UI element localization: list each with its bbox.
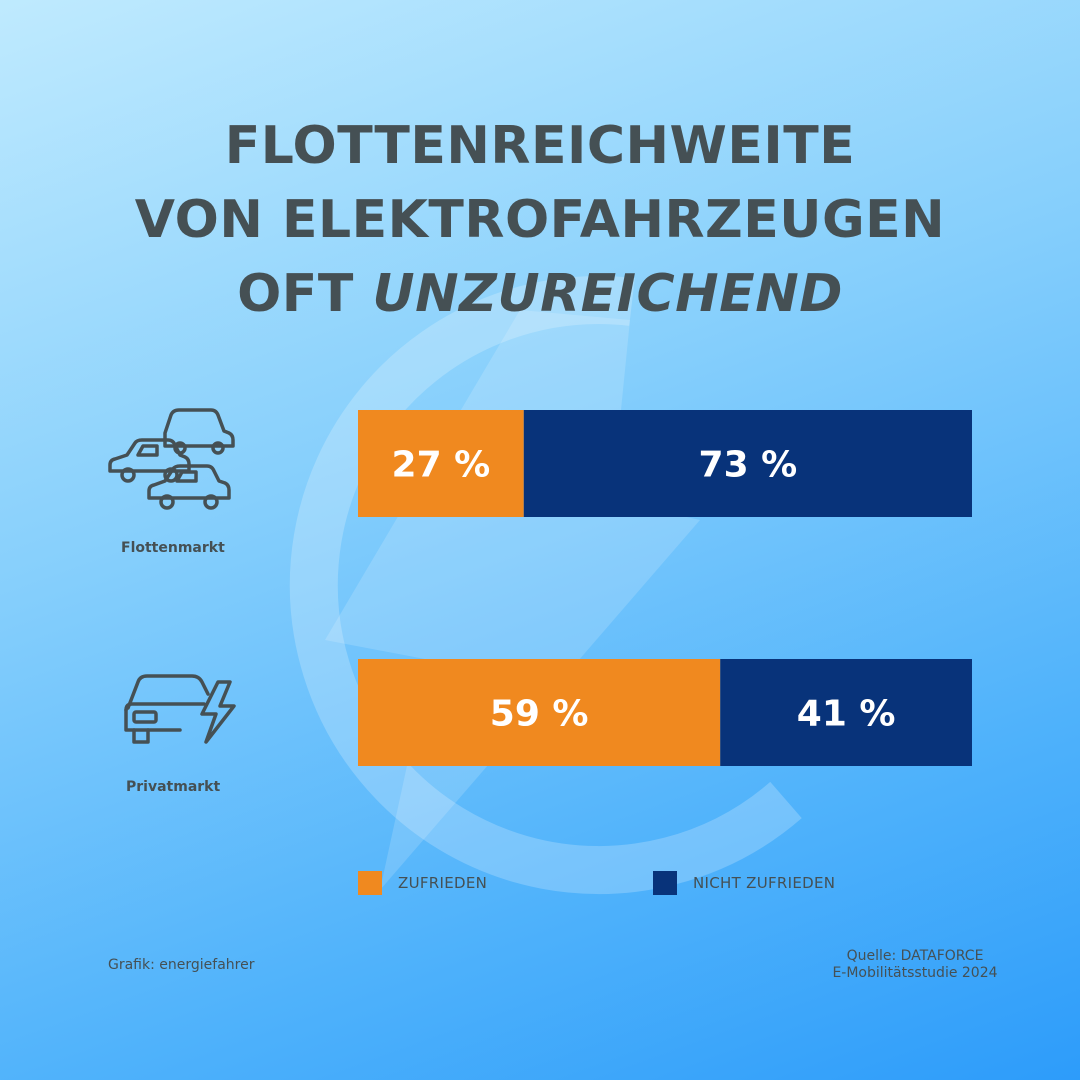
electric-car-icon — [124, 674, 236, 744]
bar-flottenmarkt-nicht-zufrieden — [523, 410, 972, 517]
bar-flottenmarkt-zufrieden — [358, 410, 524, 517]
data-label-privatmarkt-nicht-zufrieden: 41 % — [797, 694, 896, 735]
footer-credit: Grafik: energiefahrer — [108, 957, 255, 973]
data-label-flottenmarkt-nicht-zufrieden: 73 % — [699, 445, 798, 486]
data-label-flottenmarkt-zufrieden: 27 % — [392, 445, 491, 486]
footer-source: Quelle: DATAFORCE E-Mobilitätsstudie 202… — [800, 948, 1030, 982]
footer-source-line-1: Quelle: DATAFORCE — [846, 948, 984, 964]
data-label-privatmarkt-zufrieden: 59 % — [490, 694, 589, 735]
title-line-1: FLOTTENREICHWEITE — [224, 116, 856, 176]
legend-item-nicht-zufrieden: NICHT ZUFRIEDEN — [653, 871, 835, 895]
bar-privatmarkt-zufrieden — [358, 659, 721, 766]
category-label-flottenmarkt: Flottenmarkt — [121, 540, 225, 556]
three-cars-icon — [108, 408, 235, 510]
legend-swatch-zufrieden — [358, 871, 382, 895]
title-line-2: VON ELEKTROFAHRZEUGEN — [134, 190, 946, 250]
legend-label-zufrieden: ZUFRIEDEN — [398, 874, 488, 892]
legend-label-nicht-zufrieden: NICHT ZUFRIEDEN — [693, 874, 836, 892]
bar-privatmarkt-nicht-zufrieden — [720, 659, 972, 766]
category-label-privatmarkt: Privatmarkt — [126, 779, 221, 795]
legend-swatch-nicht-zufrieden — [653, 871, 677, 895]
title-line-3: OFT UNZUREICHEND — [0, 268, 1080, 320]
legend-item-zufrieden: ZUFRIEDEN — [358, 871, 487, 895]
title-line-3-normal: OFT — [237, 264, 373, 324]
title-line-3-italic: UNZUREICHEND — [372, 264, 843, 324]
footer-source-line-2: E-Mobilitätsstudie 2024 — [832, 964, 998, 981]
